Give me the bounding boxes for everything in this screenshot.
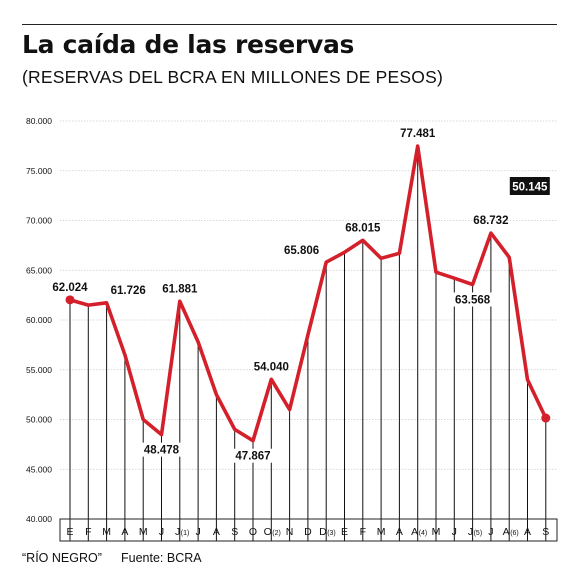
drop-lines-layer (69, 146, 547, 541)
data-label-bg (451, 292, 494, 307)
x-tick-label: A (503, 526, 510, 538)
x-tick-label: D (319, 526, 327, 538)
x-tick-note: (1) (181, 530, 190, 537)
x-tick-label: J (195, 526, 200, 538)
y-tick-label: 50.000 (26, 415, 52, 425)
highlight-label-box (509, 177, 550, 195)
x-tick-label: S (542, 526, 549, 538)
data-label: 47.867 (235, 451, 270, 463)
x-tick-label: M (139, 526, 148, 538)
axis-layer: 40.000 45.000 50.000 55.000 60.000 65.000 70.0… (26, 116, 52, 524)
x-tick-label: A (121, 526, 128, 538)
y-tick-label: 80.000 (26, 116, 52, 126)
credit-text: “RÍO NEGRO” (22, 551, 102, 565)
data-label: 68.732 (473, 215, 508, 227)
x-tick-label: J (175, 526, 180, 538)
x-tick-label: F (85, 526, 91, 538)
x-tick-label: J (452, 526, 457, 538)
series-line-layer (65, 144, 551, 443)
x-tick-label: A (213, 526, 220, 538)
x-tick-label: M (432, 526, 441, 538)
data-label: 68.015 (345, 222, 381, 234)
data-label: 48.478 (144, 445, 180, 457)
data-label: 62.024 (52, 282, 88, 294)
y-tick-label: 65.000 (26, 265, 52, 275)
series-line (68, 144, 548, 443)
x-tick-label: F (360, 526, 366, 538)
x-tick-label: E (66, 526, 73, 538)
x-tick-note: (3) (327, 530, 336, 537)
data-label-bg (232, 448, 274, 463)
x-tick-label: S (231, 526, 238, 538)
x-tick-label: A (396, 526, 403, 538)
data-label: 50.145 (512, 182, 548, 194)
x-axis-band (59, 518, 558, 542)
x-tick-label: D (304, 526, 312, 538)
x-tick-label: E (341, 526, 348, 538)
data-label: 61.881 (162, 283, 198, 295)
x-tick-label: O (249, 526, 257, 538)
grid-layer (60, 120, 557, 520)
x-tick-label: J (159, 526, 164, 538)
x-tick-label: A (524, 526, 531, 538)
y-tick-label: 45.000 (26, 464, 52, 474)
y-tick-label: 75.000 (26, 166, 52, 176)
y-tick-label: 60.000 (26, 315, 52, 325)
x-tick-note: (5) (474, 530, 483, 537)
source-text: Fuente: BCRA (121, 551, 202, 565)
x-tick-label: O (264, 526, 272, 538)
x-axis-layer: E F M A M J J (1) J A S O O (2) N D D (3) E F M A A (4) M J J (5) J A… (59, 518, 558, 542)
x-tick-note: (6) (510, 530, 519, 537)
x-tick-note: (4) (419, 530, 428, 537)
x-tick-label: N (286, 526, 294, 538)
data-label: 65.806 (284, 245, 319, 257)
data-label: 54.040 (254, 361, 289, 373)
y-tick-label: 40.000 (26, 514, 52, 524)
x-tick-note: (2) (272, 530, 281, 537)
x-tick-label: M (102, 526, 111, 538)
x-tick-label: M (377, 526, 386, 538)
x-tick-label: J (468, 526, 473, 538)
data-label-bg (278, 243, 321, 258)
x-tick-label: J (488, 526, 493, 538)
data-point-marker (65, 295, 75, 305)
chart-title: La caída de las reservas (22, 30, 355, 59)
y-tick-label: 70.000 (26, 216, 52, 226)
y-tick-label: 55.000 (26, 365, 52, 375)
data-label: 63.568 (455, 294, 491, 306)
top-rule (22, 24, 557, 25)
data-label: 61.726 (111, 285, 146, 297)
data-label: 77.481 (400, 128, 436, 140)
data-labels-layer: 62.024 61.726 48.478 61.881 47.867 54.040 65.8… (52, 128, 550, 463)
chart-subtitle: (RESERVAS DEL BCRA EN MILLONES DE PESOS) (22, 67, 443, 87)
data-point-marker (541, 413, 551, 423)
x-tick-label: A (411, 526, 418, 538)
data-label-bg (140, 442, 183, 457)
